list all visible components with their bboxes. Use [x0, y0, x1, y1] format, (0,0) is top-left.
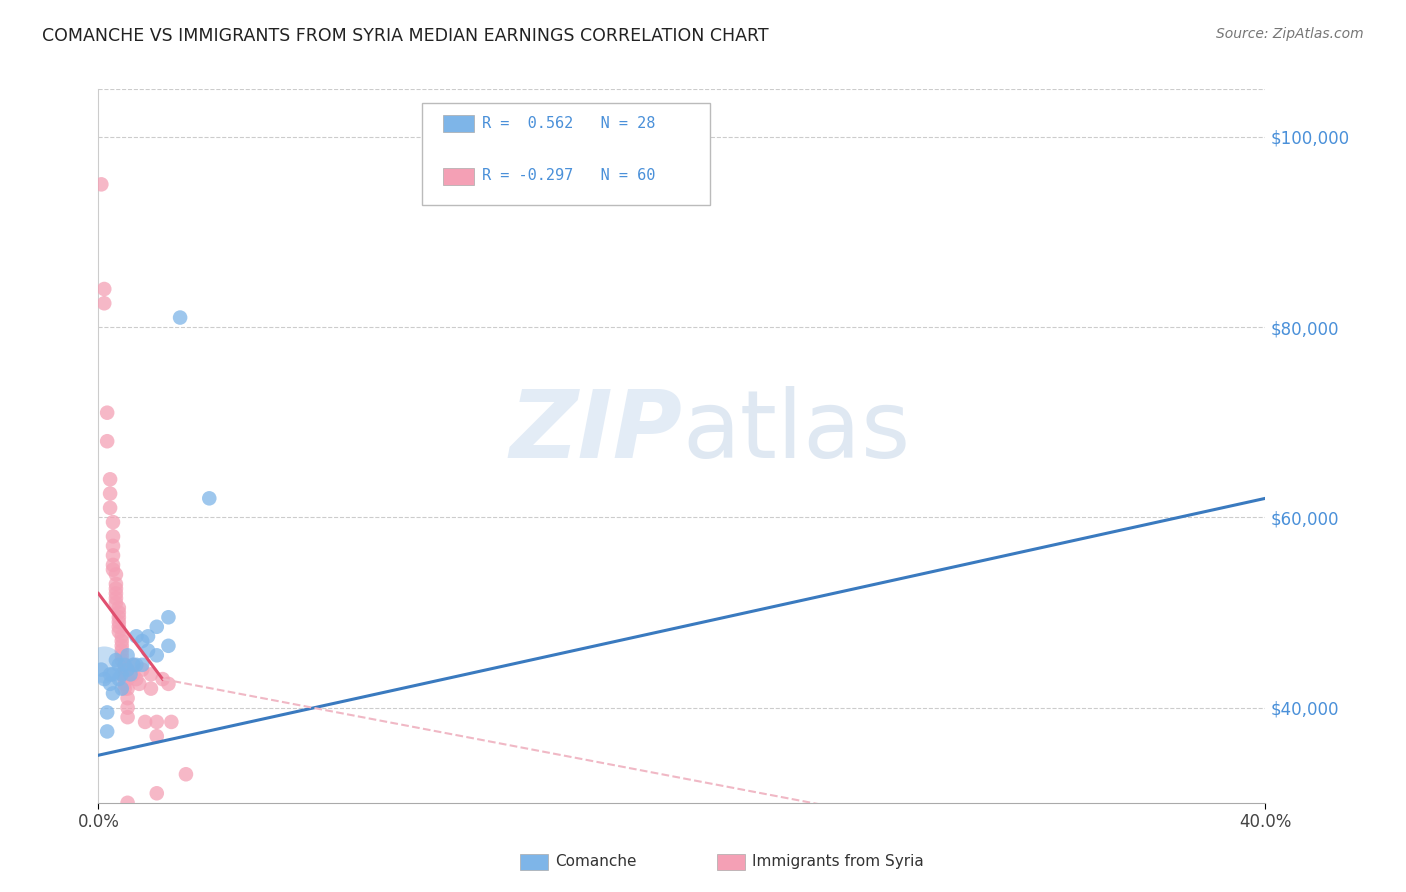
Text: R =  0.562   N = 28: R = 0.562 N = 28: [482, 116, 655, 130]
Point: [111, 639, 134, 653]
Point: [104, 586, 127, 600]
Point: [104, 596, 127, 610]
Point: [114, 657, 136, 672]
Point: [146, 786, 169, 800]
Point: [117, 672, 139, 686]
Point: [117, 796, 139, 810]
Point: [117, 648, 139, 663]
Point: [101, 667, 124, 681]
Point: [108, 610, 131, 624]
Text: Comanche: Comanche: [555, 855, 637, 869]
Point: [117, 663, 139, 677]
Point: [134, 714, 156, 729]
Point: [131, 657, 153, 672]
Point: [128, 677, 150, 691]
Point: [114, 672, 136, 686]
Point: [108, 615, 131, 629]
Point: [101, 558, 124, 572]
Point: [114, 677, 136, 691]
Point: [157, 677, 180, 691]
Point: [122, 667, 145, 681]
Point: [108, 624, 131, 639]
Point: [146, 729, 169, 743]
Point: [96, 406, 118, 420]
Point: [111, 629, 134, 643]
Point: [120, 667, 142, 681]
Point: [101, 563, 124, 577]
Point: [160, 714, 183, 729]
Point: [122, 657, 145, 672]
Point: [131, 634, 153, 648]
Text: ZIP: ZIP: [509, 385, 682, 478]
Point: [198, 491, 221, 506]
Point: [104, 567, 127, 582]
Point: [136, 643, 159, 657]
Point: [90, 178, 112, 192]
Point: [117, 663, 139, 677]
Point: [157, 639, 180, 653]
Point: [111, 643, 134, 657]
Point: [111, 667, 134, 681]
Point: [125, 672, 148, 686]
Point: [122, 657, 145, 672]
Point: [108, 672, 131, 686]
Point: [108, 620, 131, 634]
Point: [169, 310, 191, 325]
Point: [93, 657, 115, 672]
Point: [114, 663, 136, 677]
Point: [111, 653, 134, 667]
Point: [93, 282, 115, 296]
Point: [111, 681, 134, 696]
Point: [139, 681, 162, 696]
Point: [108, 657, 131, 672]
Point: [104, 653, 127, 667]
Point: [136, 629, 159, 643]
Point: [98, 500, 121, 515]
Point: [96, 724, 118, 739]
Point: [114, 667, 136, 681]
Point: [98, 677, 121, 691]
Text: COMANCHE VS IMMIGRANTS FROM SYRIA MEDIAN EARNINGS CORRELATION CHART: COMANCHE VS IMMIGRANTS FROM SYRIA MEDIAN…: [42, 27, 769, 45]
Point: [146, 714, 169, 729]
Text: Source: ZipAtlas.com: Source: ZipAtlas.com: [1216, 27, 1364, 41]
Point: [111, 634, 134, 648]
Text: Immigrants from Syria: Immigrants from Syria: [752, 855, 924, 869]
Point: [98, 472, 121, 486]
Point: [139, 667, 162, 681]
Point: [146, 620, 169, 634]
Point: [125, 657, 148, 672]
Point: [104, 577, 127, 591]
Point: [108, 600, 131, 615]
Point: [101, 539, 124, 553]
Point: [98, 667, 121, 681]
Text: atlas: atlas: [682, 385, 910, 478]
Text: R = -0.297   N = 60: R = -0.297 N = 60: [482, 169, 655, 183]
Point: [117, 691, 139, 706]
Point: [96, 706, 118, 720]
Point: [131, 663, 153, 677]
Point: [90, 663, 112, 677]
Point: [98, 486, 121, 500]
Point: [96, 434, 118, 449]
Point: [157, 610, 180, 624]
Point: [108, 606, 131, 620]
Point: [93, 296, 115, 310]
Point: [101, 529, 124, 543]
Point: [111, 648, 134, 663]
Point: [152, 672, 174, 686]
Point: [125, 629, 148, 643]
Point: [114, 657, 136, 672]
Point: [104, 591, 127, 606]
Point: [101, 515, 124, 529]
Point: [114, 681, 136, 696]
Point: [117, 700, 139, 714]
Point: [146, 648, 169, 663]
Point: [117, 681, 139, 696]
Point: [117, 710, 139, 724]
Point: [104, 582, 127, 596]
Point: [174, 767, 197, 781]
Point: [101, 549, 124, 563]
Point: [101, 686, 124, 700]
Point: [93, 672, 115, 686]
